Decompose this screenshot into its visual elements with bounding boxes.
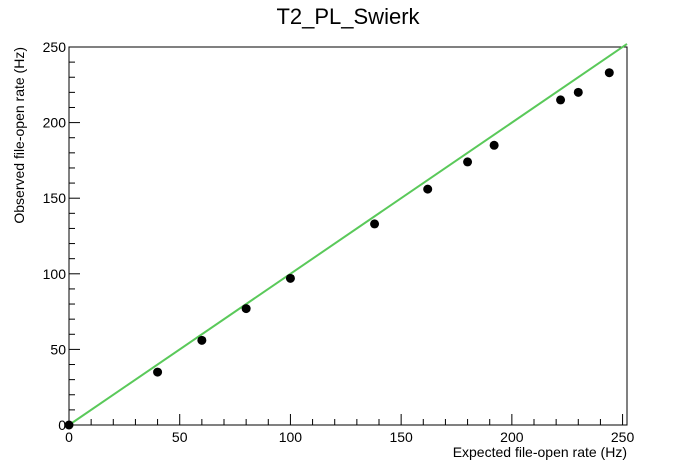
x-tick-label: 0 (65, 429, 73, 445)
y-tick-label: 0 (58, 417, 66, 433)
y-tick-label: 250 (43, 39, 67, 55)
y-tick-label: 200 (43, 115, 67, 131)
x-tick-label: 250 (611, 429, 635, 445)
data-point (241, 304, 251, 314)
data-point (489, 140, 499, 150)
x-tick-label: 100 (279, 429, 303, 445)
chart-title: T2_PL_Swierk (276, 4, 420, 29)
data-point (423, 184, 433, 194)
data-point (64, 420, 74, 430)
data-point (556, 95, 566, 105)
x-tick-label: 50 (172, 429, 188, 445)
data-point (370, 219, 380, 229)
y-tick-label: 150 (43, 190, 67, 206)
data-point (463, 157, 473, 167)
x-tick-label: 150 (389, 429, 413, 445)
x-tick-label: 200 (500, 429, 524, 445)
data-points (64, 68, 614, 430)
data-point (573, 87, 583, 97)
data-point (153, 367, 163, 377)
plot-frame (68, 46, 628, 426)
data-point (197, 335, 207, 345)
y-tick-label: 50 (50, 341, 66, 357)
data-point (604, 68, 614, 78)
x-axis: 0 50 100 150 200 250 (65, 414, 634, 445)
y-axis: 0 50 100 150 200 250 (43, 39, 80, 433)
reference-line-layer (68, 43, 628, 426)
data-point (285, 273, 295, 283)
y-tick-label: 100 (43, 266, 67, 282)
y-axis-label: Observed file-open rate (Hz) (11, 47, 27, 224)
x-axis-label: Expected file-open rate (Hz) (453, 444, 627, 460)
reference-line (68, 43, 628, 426)
